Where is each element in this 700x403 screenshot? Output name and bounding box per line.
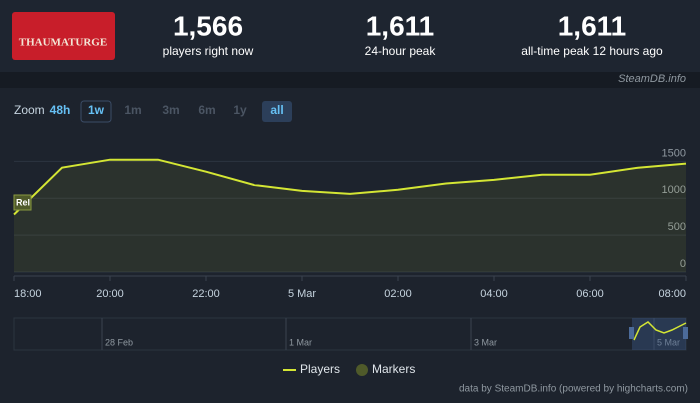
x-tick-label: 04:00	[480, 288, 508, 300]
x-tick-label: 5 Mar	[288, 288, 316, 300]
zoom-button-bg[interactable]	[262, 101, 292, 122]
event-marker-label: Rel	[16, 197, 30, 207]
series-area	[14, 159, 686, 272]
stat-value: 1,611	[558, 10, 627, 41]
zoom-button[interactable]: 48h	[50, 103, 71, 117]
navigator-label: 3 Mar	[474, 337, 497, 347]
navigator-handle[interactable]	[629, 327, 634, 339]
zoom-button[interactable]: all	[270, 103, 283, 117]
stat-value: 1,611	[366, 10, 435, 41]
x-tick-label: 22:00	[192, 288, 220, 300]
header-bar	[0, 0, 700, 72]
legend-label[interactable]: Players	[300, 362, 340, 376]
credit[interactable]: data by SteamDB.info (powered by highcha…	[459, 384, 688, 395]
game-logo[interactable]	[12, 12, 115, 60]
zoom-button[interactable]: 6m	[198, 103, 215, 117]
zoom-label: Zoom	[14, 103, 45, 117]
x-tick-label: 06:00	[576, 288, 604, 300]
stat-label: all-time peak 12 hours ago	[521, 44, 663, 58]
stat-value: 1,566	[173, 10, 243, 41]
event-marker[interactable]	[13, 194, 32, 211]
legend-label[interactable]: Markers	[372, 362, 415, 376]
zoom-bar: Zoom 48h 1w 1m 3m 6m 1y all	[14, 100, 292, 123]
x-tick-label: 08:00	[658, 288, 686, 300]
y-tick-label: 0	[680, 258, 686, 270]
navigator-window	[632, 318, 686, 350]
zoom-button[interactable]: 3m	[162, 103, 179, 117]
source-link[interactable]: SteamDB.info	[618, 73, 686, 85]
stat-label: players right now	[163, 44, 254, 58]
logo-text: THAUMATURGE	[19, 37, 107, 49]
navigator-bg	[13, 317, 687, 351]
zoom-button[interactable]: 1m	[124, 103, 141, 117]
navigator-label: 28 Feb	[105, 337, 133, 347]
y-tick-label: 1500	[662, 147, 686, 159]
legend-symbol	[356, 364, 368, 376]
stat-label: 24-hour peak	[365, 44, 437, 58]
navigator-handle[interactable]	[683, 327, 688, 339]
zoom-button[interactable]: 1y	[233, 103, 247, 117]
series-line	[13, 158, 687, 216]
x-tick-label: 20:00	[96, 288, 124, 300]
x-tick-label: 02:00	[384, 288, 412, 300]
zoom-button-bg[interactable]	[80, 100, 112, 123]
zoom-button[interactable]: 1w	[88, 103, 105, 117]
y-tick-label: 500	[668, 221, 686, 233]
x-tick-label: 18:00	[14, 288, 42, 300]
navigator-series	[633, 321, 687, 341]
chart: 0 500 1000 1500 18:00 20:00 22:00 5 Mar 02:00 04:…	[13, 147, 688, 395]
zoom-button-bg[interactable]	[46, 101, 74, 122]
navigator-label: 5 Mar	[657, 337, 680, 347]
navigator-label: 1 Mar	[289, 337, 312, 347]
y-tick-label: 1000	[662, 184, 686, 196]
